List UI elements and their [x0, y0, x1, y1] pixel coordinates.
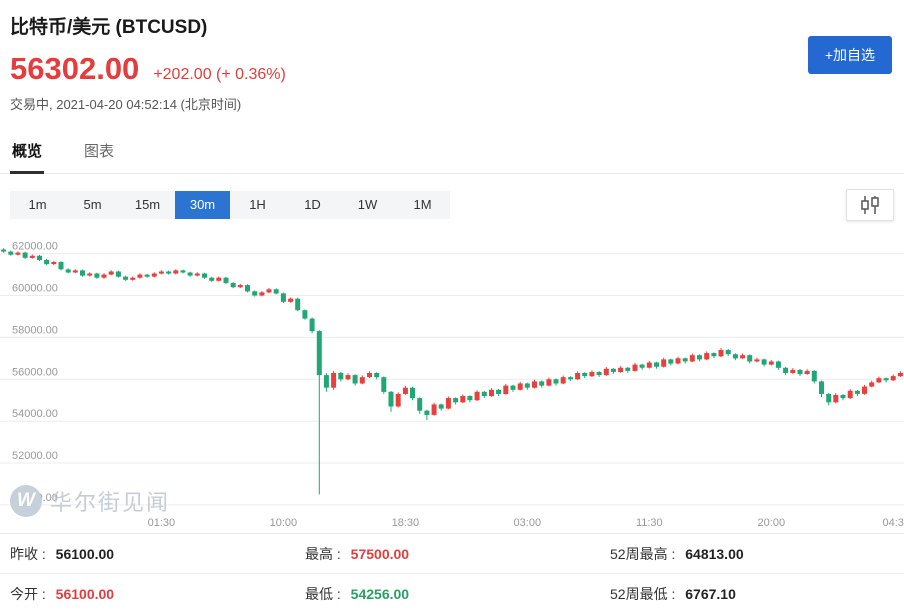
svg-text:54000.00: 54000.00	[12, 408, 58, 420]
stat-open: 今开 : 56100.00	[0, 574, 295, 610]
stat-high-value: 57500.00	[350, 546, 410, 562]
timeframe-1w[interactable]: 1W	[357, 197, 378, 212]
svg-text:62000.00: 62000.00	[12, 241, 58, 253]
page-title: 比特币/美元 (BTCUSD)	[10, 17, 208, 38]
timeframe-30m[interactable]: 30m	[175, 191, 230, 219]
tab-overview[interactable]: 概览	[10, 131, 45, 174]
stat-52w-high-label: 52周最高 :	[610, 546, 676, 562]
stat-prev-close-value: 56100.00	[55, 546, 115, 562]
trading-status: 交易中, 2021-04-20 04:52:14 (北京时间)	[10, 97, 242, 112]
price-change: +202.00 (+ 0.36%)	[153, 66, 286, 83]
svg-text:04:3: 04:3	[882, 517, 903, 529]
svg-text:10:00: 10:00	[270, 517, 298, 529]
svg-text:50000.00: 50000.00	[12, 492, 58, 504]
timeframe-1mo[interactable]: 1M	[413, 197, 432, 212]
stat-low-value: 54256.00	[350, 586, 410, 602]
timeframe-1h[interactable]: 1H	[249, 197, 266, 212]
stat-52w-high-value: 64813.00	[685, 546, 744, 562]
stat-52w-high: 52周最高 : 64813.00	[600, 534, 904, 574]
svg-text:52000.00: 52000.00	[12, 450, 58, 462]
svg-text:56000.00: 56000.00	[12, 366, 58, 378]
stat-52w-low: 52周最低 : 6767.10	[600, 574, 904, 610]
stat-52w-low-label: 52周最低 :	[610, 586, 676, 602]
stat-prev-close-label: 昨收 :	[10, 546, 46, 562]
stat-low-label: 最低 :	[305, 586, 341, 602]
stat-low: 最低 : 54256.00	[295, 574, 600, 610]
add-watchlist-button[interactable]: +加自选	[807, 36, 892, 74]
timeframe-group: 1m 5m 15m 30m 1H 1D 1W 1M	[10, 191, 450, 219]
last-price: 56302.00	[10, 51, 140, 86]
svg-text:18:30: 18:30	[392, 517, 420, 529]
timeframe-5m[interactable]: 5m	[83, 197, 102, 212]
stat-open-value: 56100.00	[55, 586, 115, 602]
chart-area: 62000.00 60000.00 58000.00 56000.00 54000.00…	[0, 233, 904, 533]
quote-header: 比特币/美元 (BTCUSD) 56302.00 +202.00 (+ 0.36…	[0, 0, 904, 113]
price-row: 56302.00 +202.00 (+ 0.36%)	[10, 51, 892, 87]
timeframe-row: 1m 5m 15m 30m 1H 1D 1W 1M	[10, 189, 894, 221]
timeframe-15m[interactable]: 15m	[134, 197, 161, 212]
tab-chart[interactable]: 图表	[84, 143, 115, 160]
price-chart[interactable]: 62000.00 60000.00 58000.00 56000.00 54000.00…	[0, 233, 904, 533]
stats-section: 昨收 : 56100.00 最高 : 57500.00 52周最高 : 6481…	[0, 533, 904, 610]
svg-text:01:30: 01:30	[148, 517, 176, 529]
timeframe-1m[interactable]: 1m	[28, 197, 47, 212]
stat-high-label: 最高 :	[305, 546, 341, 562]
candlestick-icon	[861, 196, 879, 214]
chart-style-button[interactable]	[846, 189, 894, 221]
svg-text:58000.00: 58000.00	[12, 324, 58, 336]
tab-bar: 概览 图表	[0, 131, 904, 174]
svg-text:11:30: 11:30	[636, 517, 663, 529]
stat-high: 最高 : 57500.00	[295, 534, 600, 574]
svg-text:60000.00: 60000.00	[12, 283, 58, 295]
stat-prev-close: 昨收 : 56100.00	[0, 534, 295, 574]
stat-52w-low-value: 6767.10	[685, 586, 736, 602]
stat-open-label: 今开 :	[10, 586, 46, 602]
stats-grid: 昨收 : 56100.00 最高 : 57500.00 52周最高 : 6481…	[0, 534, 904, 610]
svg-text:03:00: 03:00	[514, 517, 542, 529]
svg-text:20:00: 20:00	[758, 517, 786, 529]
timeframe-1d[interactable]: 1D	[304, 197, 321, 212]
